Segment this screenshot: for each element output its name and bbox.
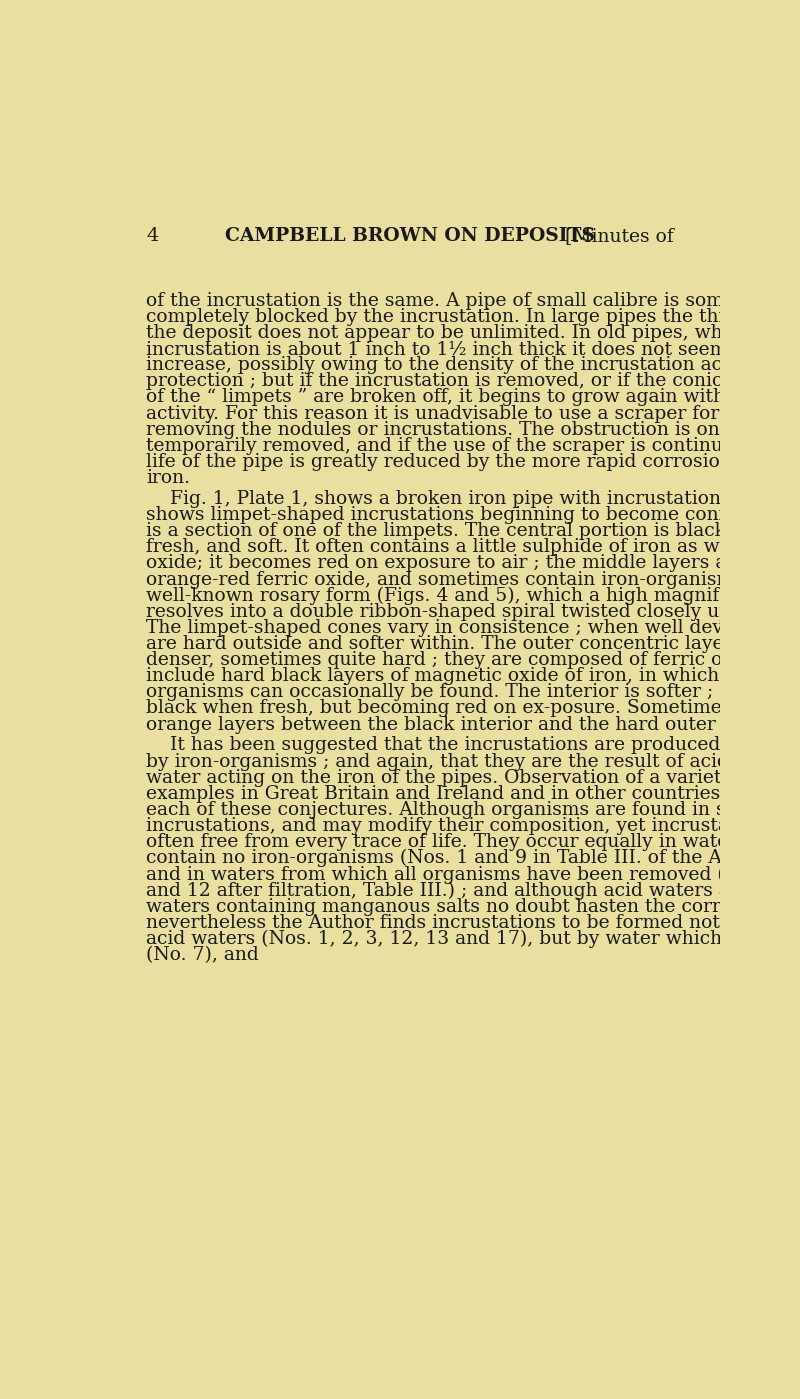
Text: examples in Great Britain and Ireland and in other countries disproves: examples in Great Britain and Ireland an… (146, 785, 800, 803)
Text: oxide; it becomes red on exposure to air ; the middle layers are often: oxide; it becomes red on exposure to air… (146, 554, 800, 572)
Text: black when fresh, but becoming red on ex-posure. Sometimes there are: black when fresh, but becoming red on ex… (146, 700, 800, 718)
Text: contain no iron-organisms (Nos. 1 and 9 in Table III. of the Appendix),: contain no iron-organisms (Nos. 1 and 9 … (146, 849, 800, 867)
Text: incrustations, and may modify their composition, yet incrustations are: incrustations, and may modify their comp… (146, 817, 800, 835)
Text: activity. For this reason it is unadvisable to use a scraper for: activity. For this reason it is unadvisa… (146, 404, 720, 422)
Text: acid waters (Nos. 1, 2, 3, 12, 13 and 17), but by water which is neutral: acid waters (Nos. 1, 2, 3, 12, 13 and 17… (146, 930, 800, 949)
Text: protection ; but if the incrustation is removed, or if the conical tips: protection ; but if the incrustation is … (146, 372, 781, 390)
Text: of the incrustation is the same. A pipe of small calibre is some-times: of the incrustation is the same. A pipe … (146, 292, 794, 309)
Text: resolves into a double ribbon-shaped spiral twisted closely upon itself.: resolves into a double ribbon-shaped spi… (146, 603, 800, 621)
Text: the deposit does not appear to be unlimited. In old pipes, when the: the deposit does not appear to be unlimi… (146, 325, 782, 341)
Text: and in waters from which all organisms have been removed (Nos. 1, 4, 5,: and in waters from which all organisms h… (146, 866, 800, 884)
Text: incrustation is about 1 inch to 1½ inch thick it does not seem to: incrustation is about 1 inch to 1½ inch … (146, 340, 753, 358)
Text: increase, possibly owing to the density of the incrustation acting as a: increase, possibly owing to the density … (146, 357, 800, 374)
Text: nevertheless the Author finds incrustations to be formed not only by: nevertheless the Author finds incrustati… (146, 914, 794, 932)
Text: It has been suggested that the incrustations are produced or started: It has been suggested that the incrustat… (146, 736, 800, 754)
Text: 4: 4 (146, 227, 159, 245)
Text: (No. 7), and: (No. 7), and (146, 946, 259, 964)
Text: orange layers between the black interior and the hard outer crust.: orange layers between the black interior… (146, 715, 777, 733)
Text: completely blocked by the incrustation. In large pipes the thickness of: completely blocked by the incrustation. … (146, 308, 800, 326)
Text: organisms can occasionally be found. The interior is softer ; generally: organisms can occasionally be found. The… (146, 683, 800, 701)
Text: include hard black layers of magnetic oxide of iron, in which dead: include hard black layers of magnetic ox… (146, 667, 771, 686)
Text: fresh, and soft. It often contains a little sulphide of iron as well as: fresh, and soft. It often contains a lit… (146, 539, 770, 557)
Text: are hard outside and softer within. The outer concentric layers are: are hard outside and softer within. The … (146, 635, 779, 653)
Text: shows limpet-shaped incrustations beginning to become confluent. Fig. 3: shows limpet-shaped incrustations beginn… (146, 506, 800, 525)
Text: CAMPBELL BROWN ON DEPOSITS: CAMPBELL BROWN ON DEPOSITS (225, 227, 595, 245)
Text: water acting on the iron of the pipes. Observation of a variety of: water acting on the iron of the pipes. O… (146, 768, 757, 786)
Text: orange-red ferric oxide, and sometimes contain iron-organisms of the: orange-red ferric oxide, and sometimes c… (146, 571, 800, 589)
Text: temporarily removed, and if the use of the scraper is continued, the: temporarily removed, and if the use of t… (146, 436, 789, 455)
Text: is a section of one of the limpets. The central portion is black when: is a section of one of the limpets. The … (146, 522, 783, 540)
Text: and 12 after filtration, Table III.) ; and although acid waters and: and 12 after filtration, Table III.) ; a… (146, 881, 754, 900)
Text: by iron-organisms ; and again, that they are the result of acids in the: by iron-organisms ; and again, that they… (146, 753, 799, 771)
Text: well-known rosary form (Figs. 4 and 5), which a high magnification: well-known rosary form (Figs. 4 and 5), … (146, 586, 784, 604)
Text: denser, sometimes quite hard ; they are composed of ferric oxide, but: denser, sometimes quite hard ; they are … (146, 651, 800, 669)
Text: of the “ limpets ” are broken off, it begins to grow again with renewed: of the “ limpets ” are broken off, it be… (146, 389, 800, 407)
Text: each of these conjectures. Although organisms are found in some: each of these conjectures. Although orga… (146, 800, 766, 818)
Text: The limpet-shaped cones vary in consistence ; when well developed they: The limpet-shaped cones vary in consiste… (146, 618, 800, 637)
Text: [Minutes of: [Minutes of (565, 227, 674, 245)
Text: Fig. 1, Plate 1, shows a broken iron pipe with incrustations. Fig. 2: Fig. 1, Plate 1, shows a broken iron pip… (146, 490, 798, 508)
Text: life of the pipe is greatly reduced by the more rapid corrosion of the: life of the pipe is greatly reduced by t… (146, 453, 793, 471)
Text: often free from every trace of life. They occur equally in waters which: often free from every trace of life. The… (146, 834, 800, 851)
Text: waters containing manganous salts no doubt hasten the corrosion of iron,: waters containing manganous salts no dou… (146, 898, 800, 915)
Text: removing the nodules or incrustations. The obstruction is only: removing the nodules or incrustations. T… (146, 421, 737, 439)
Text: iron.: iron. (146, 469, 190, 487)
